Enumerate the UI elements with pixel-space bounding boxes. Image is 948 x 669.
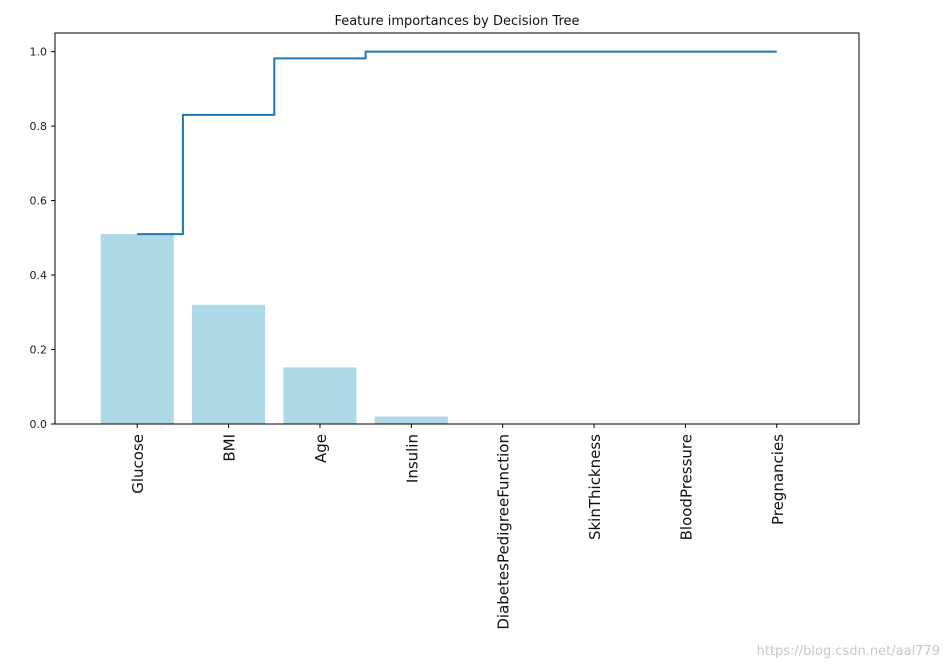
y-tick-label: 1.0 <box>30 46 48 59</box>
bars-group <box>100 234 448 424</box>
x-tick-label-diabetespedigreefunction: DiabetesPedigreeFunction <box>495 434 513 630</box>
chart-title: Feature importances by Decision Tree <box>334 14 579 29</box>
y-tick-label: 0.4 <box>30 269 48 282</box>
bar-bmi <box>192 304 266 424</box>
x-tick-label-bmi: BMI <box>221 434 239 462</box>
x-tick-label-insulin: Insulin <box>403 434 421 483</box>
axes-frame <box>54 32 860 425</box>
watermark: https://blog.csdn.net/aal779 <box>756 644 940 659</box>
bar-insulin <box>374 416 448 424</box>
x-tick-label-pregnancies: Pregnancies <box>769 434 787 525</box>
y-tick-label: 0.6 <box>30 195 48 208</box>
y-axis: 0.0 0.2 0.4 0.6 0.8 1.0 <box>30 46 55 431</box>
y-tick-label: 0.8 <box>30 120 48 133</box>
bar-glucose <box>100 234 174 424</box>
cumulative-importance-line <box>137 50 777 236</box>
x-axis: Glucose BMI Age Insulin DiabetesPedigreeFunc… <box>129 424 787 630</box>
cumulative-step-group <box>137 50 777 236</box>
y-tick-label: 0.2 <box>30 344 48 357</box>
x-tick-label-glucose: Glucose <box>129 434 147 494</box>
y-tick-label: 0.0 <box>30 418 48 431</box>
x-tick-label-skinthickness: SkinThickness <box>586 434 604 540</box>
x-tick-label-bloodpressure: BloodPressure <box>677 434 695 540</box>
x-tick-label-age: Age <box>312 434 330 463</box>
bar-age <box>283 367 357 424</box>
